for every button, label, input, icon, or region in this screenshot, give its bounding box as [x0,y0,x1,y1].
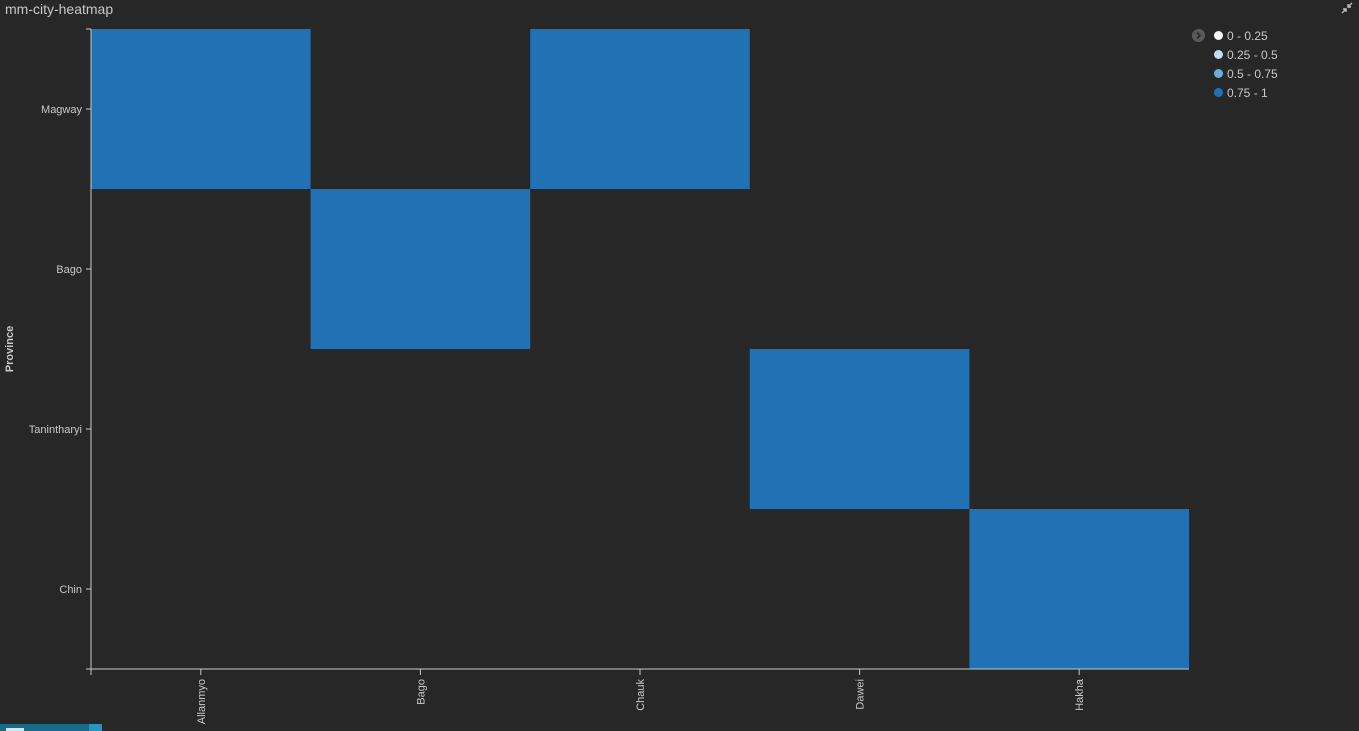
heatmap-cell[interactable] [749,349,970,509]
y-axis-title: Province [4,326,16,372]
legend-item[interactable]: 0 - 0.25 [1214,26,1334,45]
legend-list: 0 - 0.25 0.25 - 0.5 0.5 - 0.75 0.75 - 1 [1214,26,1334,102]
y-tick-label: Magway [41,104,82,116]
legend-swatch [1214,69,1223,78]
legend-item[interactable]: 0.75 - 1 [1214,83,1334,102]
x-tick-label: Chauk [635,679,647,711]
x-tick-label: Bago [415,679,427,705]
heatmap-cell[interactable] [310,189,531,349]
x-axis: Allanmyo Bago Chauk Dawei Hakha [90,668,1189,724]
panel-title: mm-city-heatmap [5,1,114,17]
bottom-toolbar-icon [6,728,24,731]
y-tick-label: Chin [59,584,82,596]
bottom-toolbar[interactable] [0,724,102,731]
heatmap-cells [91,29,1189,669]
legend-label: 0.75 - 1 [1227,85,1268,100]
y-tick-label: Bago [56,264,82,276]
heatmap-cell[interactable] [91,29,311,189]
heatmap-cell[interactable] [969,509,1189,669]
legend-label: 0.25 - 0.5 [1227,47,1278,62]
legend-swatch [1214,50,1223,59]
legend-label: 0.5 - 0.75 [1227,66,1278,81]
legend-label: 0 - 0.25 [1227,28,1268,43]
legend-swatch [1214,31,1223,40]
x-tick-label: Hakha [1074,678,1086,711]
legend-item[interactable]: 0.5 - 0.75 [1214,64,1334,83]
legend-item[interactable]: 0.25 - 0.5 [1214,45,1334,64]
legend-swatch [1214,88,1223,97]
legend-toggle-icon[interactable] [1192,29,1205,42]
y-tick-label: Tanintharyi [29,424,82,436]
collapse-icon[interactable] [1341,2,1353,14]
y-axis: Magway Bago Tanintharyi Chin [29,28,92,670]
x-tick-label: Dawei [855,679,867,710]
heatmap-cell[interactable] [530,29,750,189]
bottom-toolbar-accent [89,724,102,731]
x-tick-label: Allanmyo [196,679,208,724]
